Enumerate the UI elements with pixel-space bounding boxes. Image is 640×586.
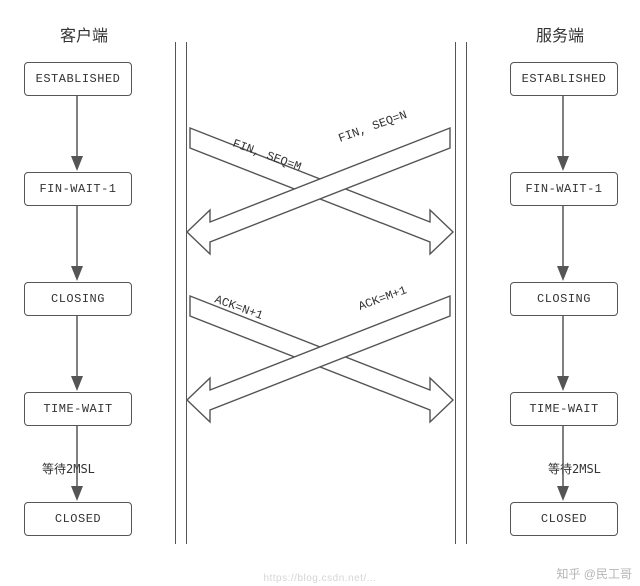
msg-fin-seq-n-label: FIN, SEQ=N <box>337 108 409 146</box>
watermark-zhihu: 知乎 @民工哥 <box>556 565 632 582</box>
watermark-csdn: https://blog.csdn.net/... <box>263 573 376 584</box>
diagram-svg: FIN, SEQ=M FIN, SEQ=N ACK=N+1 ACK=M+1 <box>0 0 640 586</box>
msg-ack-m1-label: ACK=M+1 <box>357 283 409 313</box>
